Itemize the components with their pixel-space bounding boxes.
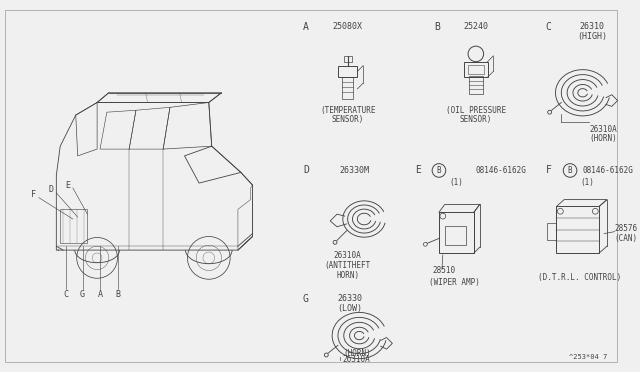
- Text: (ANTITHEFT: (ANTITHEFT: [324, 261, 371, 270]
- Text: 26330: 26330: [337, 294, 362, 303]
- Text: (1): (1): [580, 177, 595, 187]
- Text: 26330M: 26330M: [339, 166, 369, 175]
- Text: C: C: [546, 22, 552, 32]
- Text: SENSOR): SENSOR): [332, 115, 364, 125]
- Bar: [464, 62, 488, 77]
- Text: ^253*04 7: ^253*04 7: [569, 354, 607, 360]
- Bar: [60, 209, 88, 243]
- Text: E: E: [415, 166, 420, 176]
- Text: E: E: [65, 180, 70, 189]
- Text: F: F: [31, 190, 36, 199]
- Text: F: F: [546, 166, 552, 176]
- Bar: [556, 206, 599, 253]
- Text: 26310A: 26310A: [334, 251, 362, 260]
- Text: (HORN): (HORN): [589, 134, 617, 143]
- Text: 28576: 28576: [615, 224, 638, 233]
- Text: 08146-6162G: 08146-6162G: [582, 166, 634, 175]
- Bar: [342, 77, 353, 99]
- Bar: [338, 65, 357, 77]
- Bar: [468, 65, 484, 74]
- Text: (LOW): (LOW): [337, 304, 362, 313]
- Text: (TEMPERATURE: (TEMPERATURE: [320, 106, 376, 115]
- Text: SENSOR): SENSOR): [460, 115, 492, 125]
- Text: B: B: [115, 290, 120, 299]
- Text: (1): (1): [449, 177, 463, 187]
- Text: 08146-6162G: 08146-6162G: [476, 166, 527, 175]
- Text: B: B: [436, 166, 441, 175]
- Text: 28510: 28510: [432, 266, 455, 275]
- Bar: [344, 56, 351, 62]
- Bar: [439, 212, 474, 253]
- Bar: [445, 226, 466, 245]
- Text: (HORN): (HORN): [344, 349, 371, 357]
- Text: 26310A: 26310A: [589, 125, 617, 134]
- Text: B: B: [568, 166, 572, 175]
- Text: B: B: [434, 22, 440, 32]
- Text: G: G: [303, 294, 309, 304]
- Text: D: D: [303, 166, 309, 176]
- Text: 26310A: 26310A: [343, 355, 371, 364]
- Text: (OIL PRESSURE: (OIL PRESSURE: [446, 106, 506, 115]
- Text: (CAN): (CAN): [615, 234, 638, 243]
- Text: A: A: [97, 290, 102, 299]
- Text: 26310: 26310: [580, 22, 605, 31]
- Text: C: C: [63, 290, 68, 299]
- Text: G: G: [80, 290, 85, 299]
- Text: (HIGH): (HIGH): [577, 32, 607, 41]
- Text: A: A: [303, 22, 309, 32]
- Text: (WIPER AMP): (WIPER AMP): [429, 278, 480, 287]
- Bar: [547, 223, 556, 240]
- Text: HORN): HORN): [336, 271, 359, 280]
- Text: 25240: 25240: [463, 22, 488, 31]
- Bar: [469, 76, 483, 94]
- Text: (D.T.R.L. CONTROL): (D.T.R.L. CONTROL): [538, 273, 621, 282]
- Text: 25080X: 25080X: [333, 22, 363, 31]
- Text: D: D: [49, 185, 54, 195]
